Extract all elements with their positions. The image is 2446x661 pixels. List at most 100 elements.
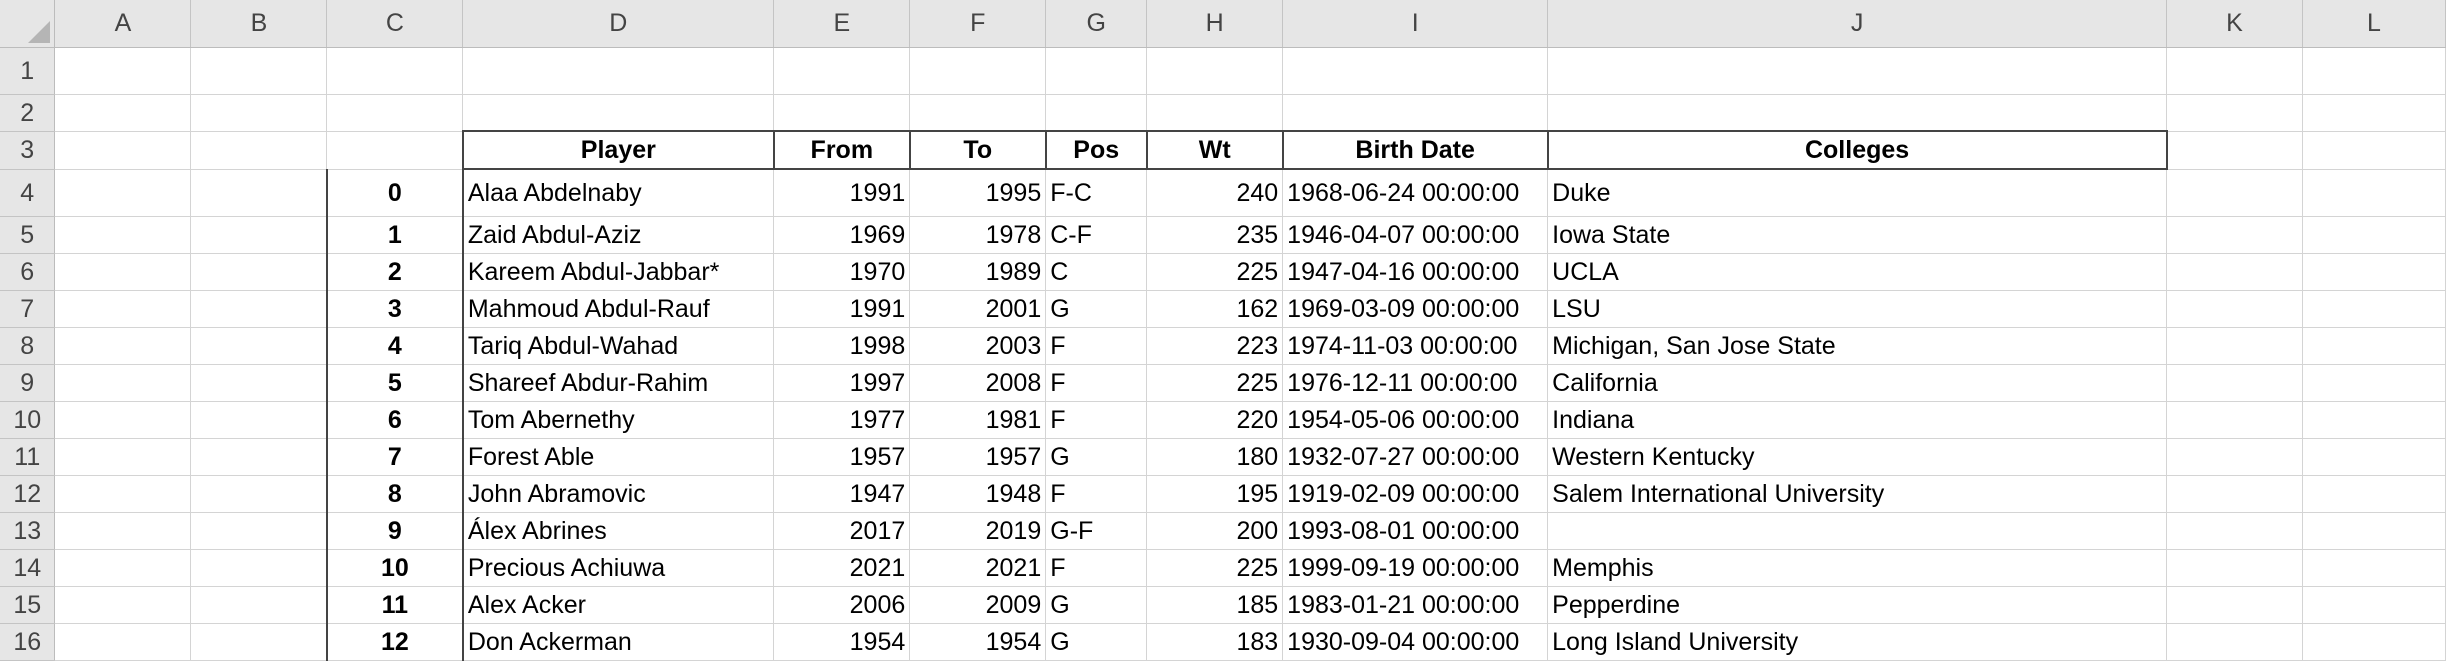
cell[interactable] xyxy=(2166,327,2303,365)
header-colleges[interactable]: Colleges xyxy=(1547,130,2168,170)
cell[interactable] xyxy=(54,512,192,550)
cell[interactable] xyxy=(1547,94,2168,132)
cell[interactable] xyxy=(2302,586,2446,624)
birth-date-cell[interactable]: 1932-07-27 00:00:00 xyxy=(1282,438,1549,476)
cell[interactable] xyxy=(2166,253,2303,291)
player-cell[interactable]: Zaid Abdul-Aziz xyxy=(462,216,775,254)
index-cell[interactable]: 11 xyxy=(325,586,464,624)
player-cell[interactable]: John Abramovic xyxy=(462,475,775,513)
cell[interactable] xyxy=(1282,94,1549,132)
cell[interactable] xyxy=(2166,364,2303,402)
header-wt[interactable]: Wt xyxy=(1146,130,1284,170)
colleges-cell[interactable]: Iowa State xyxy=(1547,216,2168,254)
header-pos[interactable]: Pos xyxy=(1045,130,1148,170)
column-header-g[interactable]: G xyxy=(1045,0,1148,48)
cell[interactable] xyxy=(190,475,328,513)
cell[interactable] xyxy=(2166,290,2303,328)
column-header-c[interactable]: C xyxy=(326,0,464,48)
birth-date-cell[interactable]: 1968-06-24 00:00:00 xyxy=(1282,169,1549,217)
colleges-cell[interactable] xyxy=(1547,512,2168,550)
cell[interactable] xyxy=(190,253,328,291)
cell[interactable] xyxy=(54,47,192,95)
wt-cell[interactable]: 225 xyxy=(1146,364,1284,402)
row-header[interactable]: 13 xyxy=(0,512,56,550)
wt-cell[interactable]: 220 xyxy=(1146,401,1284,439)
header-to[interactable]: To xyxy=(909,130,1047,170)
cell[interactable] xyxy=(54,290,192,328)
from-cell[interactable]: 1998 xyxy=(773,327,911,365)
birth-date-cell[interactable]: 1999-09-19 00:00:00 xyxy=(1282,549,1549,587)
cell[interactable] xyxy=(1282,47,1549,95)
player-cell[interactable]: Precious Achiuwa xyxy=(462,549,775,587)
row-header[interactable]: 7 xyxy=(0,290,56,328)
index-cell[interactable]: 3 xyxy=(325,290,464,328)
to-cell[interactable]: 2021 xyxy=(909,549,1047,587)
cell[interactable] xyxy=(190,364,328,402)
pos-cell[interactable]: F xyxy=(1045,327,1148,365)
cell[interactable] xyxy=(54,623,192,661)
cell[interactable] xyxy=(54,94,192,132)
birth-date-cell[interactable]: 1974-11-03 00:00:00 xyxy=(1282,327,1549,365)
colleges-cell[interactable]: Salem International University xyxy=(1547,475,2168,513)
index-cell[interactable]: 8 xyxy=(325,475,464,513)
index-cell[interactable]: 7 xyxy=(325,438,464,476)
to-cell[interactable]: 1948 xyxy=(909,475,1047,513)
cell[interactable] xyxy=(54,475,192,513)
index-cell[interactable]: 5 xyxy=(325,364,464,402)
player-cell[interactable]: Álex Abrines xyxy=(462,512,775,550)
cell[interactable] xyxy=(2166,623,2303,661)
to-cell[interactable]: 1957 xyxy=(909,438,1047,476)
cell[interactable] xyxy=(54,216,192,254)
cell[interactable] xyxy=(2302,623,2446,661)
cell[interactable] xyxy=(190,327,328,365)
row-header[interactable]: 10 xyxy=(0,401,56,439)
index-cell[interactable]: 4 xyxy=(325,327,464,365)
cell[interactable] xyxy=(2302,253,2446,291)
birth-date-cell[interactable]: 1976-12-11 00:00:00 xyxy=(1282,364,1549,402)
column-header-b[interactable]: B xyxy=(190,0,328,48)
cell[interactable] xyxy=(190,623,328,661)
row-header[interactable]: 6 xyxy=(0,253,56,291)
pos-cell[interactable]: G xyxy=(1045,438,1148,476)
cell[interactable] xyxy=(54,586,192,624)
pos-cell[interactable]: F-C xyxy=(1045,169,1148,217)
cell[interactable] xyxy=(190,549,328,587)
to-cell[interactable]: 2009 xyxy=(909,586,1047,624)
cell[interactable] xyxy=(1146,94,1284,132)
cell[interactable] xyxy=(1547,47,2168,95)
player-cell[interactable]: Kareem Abdul-Jabbar* xyxy=(462,253,775,291)
index-cell[interactable]: 12 xyxy=(325,623,464,661)
row-header[interactable]: 8 xyxy=(0,327,56,365)
colleges-cell[interactable]: Pepperdine xyxy=(1547,586,2168,624)
cell[interactable] xyxy=(2302,475,2446,513)
cell[interactable] xyxy=(190,131,328,170)
to-cell[interactable]: 1981 xyxy=(909,401,1047,439)
colleges-cell[interactable]: Memphis xyxy=(1547,549,2168,587)
player-cell[interactable]: Shareef Abdur-Rahim xyxy=(462,364,775,402)
colleges-cell[interactable]: Western Kentucky xyxy=(1547,438,2168,476)
pos-cell[interactable]: G xyxy=(1045,586,1148,624)
wt-cell[interactable]: 162 xyxy=(1146,290,1284,328)
birth-date-cell[interactable]: 1983-01-21 00:00:00 xyxy=(1282,586,1549,624)
cell[interactable] xyxy=(54,364,192,402)
header-from[interactable]: From xyxy=(773,130,911,170)
row-header[interactable]: 1 xyxy=(0,47,56,95)
index-cell[interactable]: 6 xyxy=(325,401,464,439)
row-header[interactable]: 3 xyxy=(0,131,56,170)
from-cell[interactable]: 2017 xyxy=(773,512,911,550)
row-header[interactable]: 9 xyxy=(0,364,56,402)
column-header-j[interactable]: J xyxy=(1547,0,2168,48)
row-header[interactable]: 2 xyxy=(0,94,56,132)
cell[interactable] xyxy=(2166,216,2303,254)
to-cell[interactable]: 2001 xyxy=(909,290,1047,328)
cell[interactable] xyxy=(190,290,328,328)
colleges-cell[interactable]: Michigan, San Jose State xyxy=(1547,327,2168,365)
from-cell[interactable]: 2006 xyxy=(773,586,911,624)
colleges-cell[interactable]: Duke xyxy=(1547,169,2168,217)
pos-cell[interactable]: C xyxy=(1045,253,1148,291)
player-cell[interactable]: Alex Acker xyxy=(462,586,775,624)
colleges-cell[interactable]: Long Island University xyxy=(1547,623,2168,661)
wt-cell[interactable]: 225 xyxy=(1146,549,1284,587)
header-birth-date[interactable]: Birth Date xyxy=(1282,130,1549,170)
to-cell[interactable]: 1978 xyxy=(909,216,1047,254)
